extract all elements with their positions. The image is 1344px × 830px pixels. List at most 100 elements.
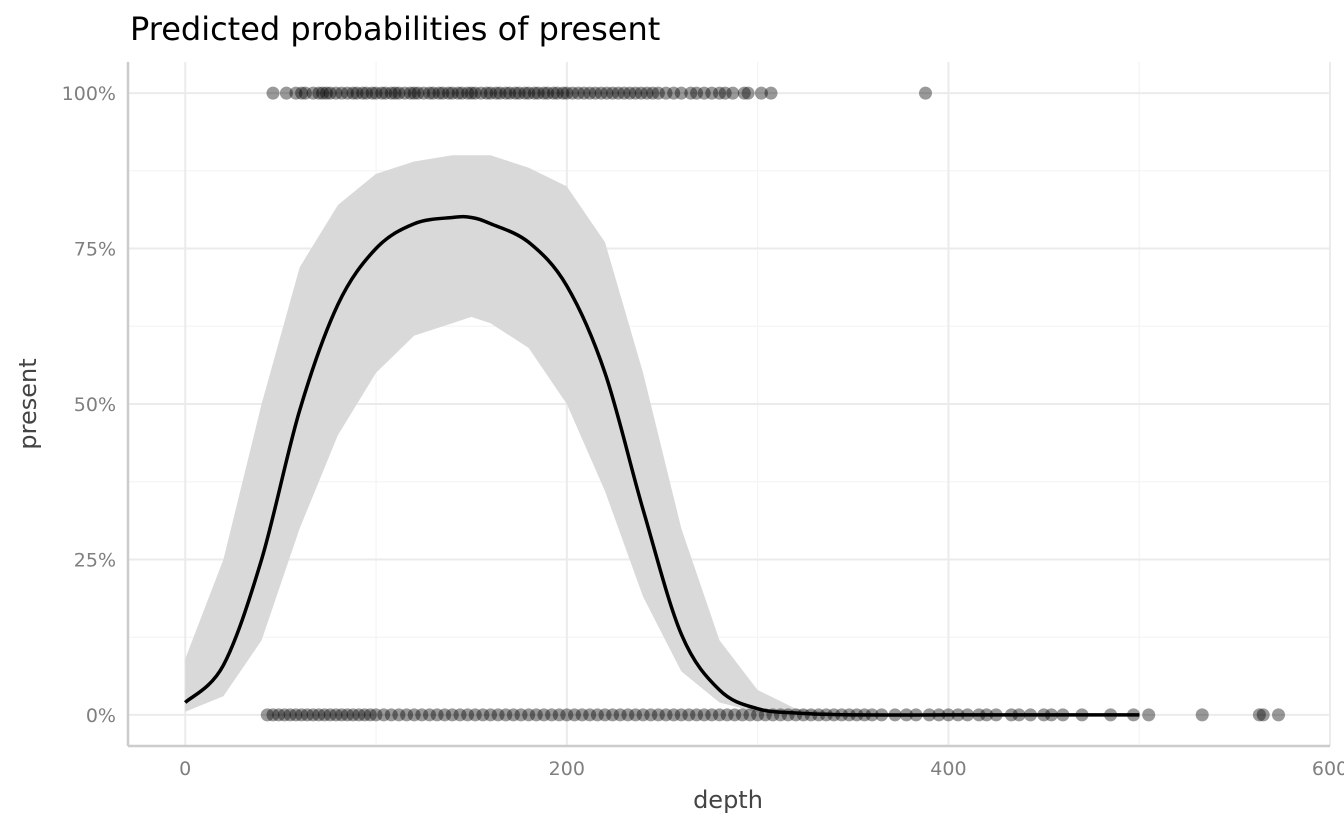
data-point — [375, 86, 389, 100]
data-point — [545, 708, 559, 722]
data-point — [621, 708, 635, 722]
data-point — [1104, 708, 1118, 722]
data-point — [306, 86, 320, 100]
data-point — [972, 708, 986, 722]
data-point — [634, 86, 648, 100]
data-point — [295, 708, 309, 722]
data-point — [537, 708, 551, 722]
data-point — [720, 708, 734, 722]
data-point — [690, 86, 704, 100]
data-point — [350, 86, 364, 100]
prediction-line-layer — [183, 214, 1140, 717]
data-point — [358, 708, 372, 722]
data-point — [445, 86, 459, 100]
data-point — [758, 708, 772, 722]
data-point — [980, 708, 994, 722]
data-point — [417, 86, 431, 100]
data-point — [260, 708, 274, 722]
data-point — [552, 708, 566, 722]
data-point — [464, 86, 478, 100]
data-point — [531, 86, 545, 100]
data-point — [369, 708, 383, 722]
data-point — [646, 86, 660, 100]
data-point — [415, 708, 429, 722]
data-point — [651, 86, 665, 100]
data-point — [499, 86, 513, 100]
data-point — [512, 86, 526, 100]
data-point — [537, 86, 551, 100]
y-tick-label: 0% — [86, 705, 116, 727]
data-point — [728, 708, 742, 722]
data-point — [484, 86, 497, 100]
data-point — [741, 86, 755, 100]
x-tick-labels: 0 200 400 600 — [179, 758, 1344, 780]
data-point — [384, 708, 398, 722]
data-point — [804, 708, 818, 722]
data-point — [560, 708, 574, 722]
data-point — [594, 86, 608, 100]
data-point — [667, 86, 681, 100]
data-point — [398, 86, 412, 100]
data-point — [754, 86, 768, 100]
data-point — [919, 86, 932, 100]
data-point — [789, 708, 803, 722]
data-point — [571, 86, 585, 100]
data-point — [684, 86, 698, 100]
data-point — [842, 708, 856, 722]
data-point — [888, 708, 902, 722]
data-point — [432, 86, 446, 100]
data-point — [629, 708, 642, 722]
data-point — [377, 708, 391, 722]
data-point — [474, 86, 488, 100]
data-point — [484, 708, 497, 722]
data-point — [279, 86, 293, 100]
data-point — [461, 708, 475, 722]
data-point — [697, 86, 711, 100]
data-point — [1272, 708, 1285, 722]
data-point — [1024, 708, 1037, 722]
data-point — [335, 708, 349, 722]
axes-layer — [126, 62, 1330, 748]
data-point — [266, 708, 280, 722]
data-point — [312, 708, 326, 722]
data-point — [590, 708, 604, 722]
data-point — [335, 86, 349, 100]
data-point — [518, 86, 532, 100]
data-point — [312, 86, 326, 100]
data-point — [360, 86, 373, 100]
data-point — [423, 86, 436, 100]
data-point — [278, 708, 291, 722]
data-point — [566, 86, 579, 100]
y-tick-label: 75% — [74, 239, 116, 261]
data-point — [340, 86, 354, 100]
data-point — [506, 708, 520, 722]
data-point — [644, 708, 658, 722]
data-point — [667, 708, 681, 722]
data-point — [1127, 708, 1140, 722]
data-point — [340, 708, 354, 722]
data-point — [583, 708, 597, 722]
data-point — [1075, 708, 1089, 722]
data-point — [403, 86, 417, 100]
data-point — [491, 708, 505, 722]
data-point — [365, 86, 379, 100]
data-point — [461, 86, 475, 100]
data-point — [899, 708, 913, 722]
data-point — [379, 86, 393, 100]
data-point — [697, 708, 711, 722]
data-point — [613, 708, 627, 722]
data-point — [547, 86, 560, 100]
data-point — [1012, 708, 1026, 722]
data-point — [989, 708, 1003, 722]
data-point — [1037, 708, 1051, 722]
y-tick-labels: 0% 25% 50% 75% 100% — [62, 83, 116, 727]
x-axis-title: depth — [693, 786, 763, 814]
data-point — [858, 708, 871, 722]
data-point — [346, 86, 360, 100]
data-point — [850, 708, 864, 722]
data-point — [352, 708, 366, 722]
data-point — [323, 86, 337, 100]
data-point — [453, 708, 467, 722]
data-point — [659, 708, 673, 722]
